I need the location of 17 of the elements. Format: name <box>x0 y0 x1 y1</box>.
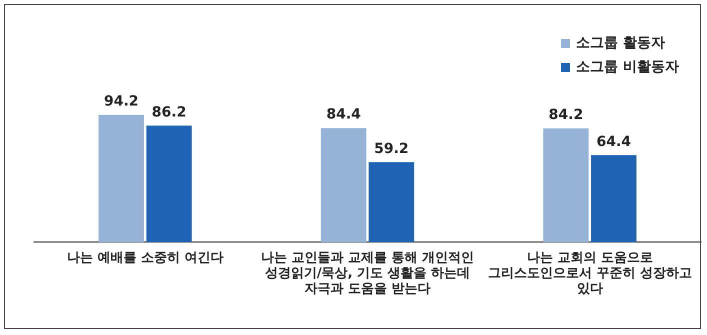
data-label: 86.2 <box>152 104 186 120</box>
bar <box>591 155 636 242</box>
data-label: 94.2 <box>104 93 139 110</box>
bar <box>368 162 414 242</box>
data-label: 64.4 <box>596 134 632 150</box>
bar <box>98 114 144 242</box>
x-tick-label: 나는 예배를 소중히 여긴다 <box>66 250 224 266</box>
bar <box>146 126 192 242</box>
x-tick-label: 나는 교회의 도움으로 그리스도인으로서 꾸준히 성장하고 있다 <box>488 250 692 297</box>
data-label: 84.4 <box>326 106 362 123</box>
bar <box>320 128 366 242</box>
legend-label: 소그룹 비활동자 <box>576 58 679 76</box>
legend-label: 소그룹 활동자 <box>576 34 665 52</box>
data-label: 59.2 <box>374 140 409 157</box>
x-tick-label: 나는 교인들과 교제를 통해 개인적인 성경읽기/묵상, 기도 생활을 하는데 자극과 도움을 받는다 <box>260 250 474 297</box>
data-label: 84.2 <box>548 107 584 123</box>
bar <box>543 128 589 242</box>
